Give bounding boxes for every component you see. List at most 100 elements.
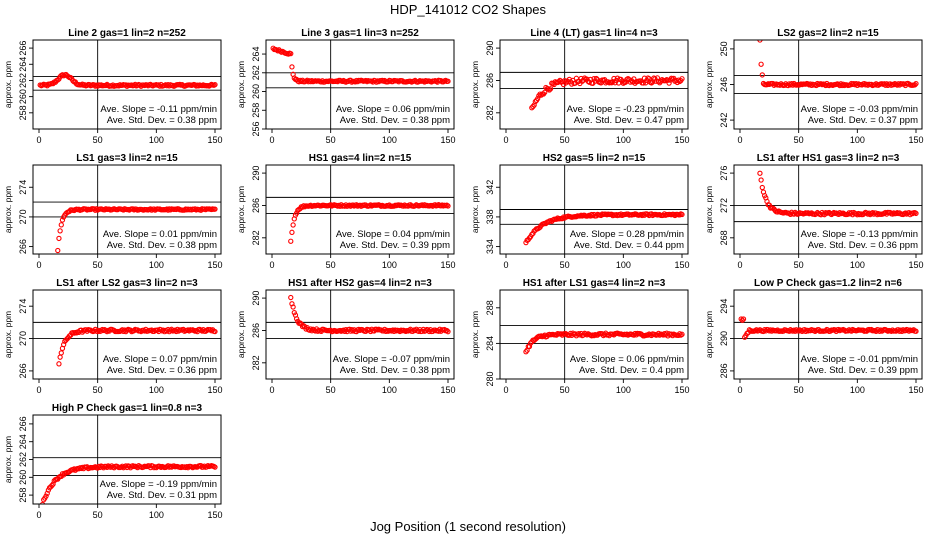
data-point <box>432 202 438 208</box>
x-tick-label: 100 <box>149 260 164 270</box>
chart-panel: Line 2 gas=1 lin=2 n=252 approx. ppm 0 50 10… <box>3 28 223 145</box>
y-tick-label: 250 <box>719 41 729 56</box>
data-point <box>55 77 61 83</box>
x-tick-label: 0 <box>503 135 508 145</box>
data-point <box>807 328 814 334</box>
x-tick-label: 150 <box>207 385 222 395</box>
data-point <box>837 210 843 216</box>
data-point <box>212 328 218 335</box>
y-tick-label: 282 <box>251 230 261 245</box>
slope-annotation: Ave. Slope = -0.23 ppm/min <box>567 104 684 115</box>
data-point <box>443 77 449 84</box>
y-tick-label: 274 <box>18 180 28 195</box>
x-tick-label: 100 <box>382 385 397 395</box>
data-point <box>570 330 576 336</box>
data-point <box>55 247 61 254</box>
y-tick-label: 266 <box>18 239 28 254</box>
data-point <box>59 217 66 223</box>
plot-frame <box>32 39 222 130</box>
data-point <box>212 464 218 470</box>
data-point <box>590 213 596 219</box>
slope-annotation: Ave. Slope = -0.13 ppm/min <box>801 229 918 240</box>
std-dev-annotation: Ave. Std. Dev. = 0.38 ppm <box>340 115 450 126</box>
data-point <box>584 332 590 338</box>
data-point <box>293 210 300 216</box>
data-point <box>845 328 851 334</box>
y-tick-label: 242 <box>719 113 729 128</box>
x-tick-label: 150 <box>908 260 923 270</box>
x-tick-label: 50 <box>93 385 103 395</box>
data-point <box>167 207 174 213</box>
data-point <box>79 464 86 471</box>
std-dev-annotation: Ave. Std. Dev. = 0.38 ppm <box>107 115 217 126</box>
plot-frame <box>265 164 455 255</box>
panel-title: HS1 after HS2 gas=4 lin=2 n=3 <box>288 278 432 289</box>
data-point <box>839 82 845 89</box>
data-points <box>56 326 218 367</box>
data-points <box>55 206 218 254</box>
data-point <box>297 320 303 326</box>
x-tick-label: 50 <box>326 260 336 270</box>
data-point <box>353 202 360 208</box>
y-axis-label: approx. ppm <box>236 186 246 233</box>
data-point <box>666 80 672 86</box>
data-points <box>37 71 218 89</box>
data-point <box>104 328 110 335</box>
data-point <box>350 328 356 334</box>
data-point <box>350 202 356 208</box>
data-point <box>290 222 296 228</box>
data-point <box>116 83 122 89</box>
plot-frame <box>733 289 923 380</box>
data-points <box>523 330 685 355</box>
data-points <box>757 170 919 218</box>
data-point <box>739 317 745 323</box>
data-point <box>913 328 919 334</box>
chart-panel: HS1 gas=4 lin=2 n=15 approx. ppm 0 50 100 150… <box>236 153 456 270</box>
x-tick-label: 0 <box>269 135 274 145</box>
data-point <box>840 81 846 87</box>
y-tick-label: 270 <box>18 331 28 346</box>
data-point <box>547 86 554 92</box>
x-tick-label: 50 <box>93 510 103 520</box>
data-point <box>166 206 172 212</box>
data-point <box>444 327 450 334</box>
x-tick-label: 150 <box>207 510 222 520</box>
plot-frame <box>32 289 222 380</box>
y-tick-label: 258 <box>18 105 28 120</box>
data-point <box>640 80 646 86</box>
data-point <box>868 81 875 88</box>
data-points <box>529 75 685 111</box>
data-point <box>905 327 911 333</box>
data-point <box>58 350 64 356</box>
x-tick-label: 100 <box>149 385 164 395</box>
data-point <box>902 210 909 216</box>
data-point <box>758 177 764 183</box>
std-dev-annotation: Ave. Std. Dev. = 0.39 ppm <box>808 365 918 376</box>
std-dev-annotation: Ave. Std. Dev. = 0.31 ppm <box>107 490 217 501</box>
x-tick-label: 50 <box>794 135 804 145</box>
y-tick-label: 342 <box>485 180 495 195</box>
chart-panel: Low P Check gas=1.2 lin=2 n=6 approx. ppm… <box>704 278 924 395</box>
std-dev-annotation: Ave. Std. Dev. = 0.36 ppm <box>107 365 217 376</box>
data-point <box>308 202 314 208</box>
y-axis-label: approx. ppm <box>3 61 13 108</box>
data-point <box>58 222 64 228</box>
std-dev-annotation: Ave. Std. Dev. = 0.4 ppm <box>579 365 684 376</box>
chart-panel: HS1 after HS2 gas=4 lin=2 n=3 approx. ppm… <box>236 278 456 395</box>
y-axis-label: approx. ppm <box>704 61 714 108</box>
slope-annotation: Ave. Slope = 0.01 ppm/min <box>103 229 217 240</box>
y-tick-label: 286 <box>251 198 261 213</box>
y-tick-label: 282 <box>251 355 261 370</box>
data-point <box>43 493 49 499</box>
data-point <box>445 329 451 335</box>
x-tick-label: 50 <box>326 385 336 395</box>
y-axis-label: approx. ppm <box>470 186 480 233</box>
y-tick-label: 246 <box>719 77 729 92</box>
panel-title: HS1 gas=4 lin=2 n=15 <box>309 153 412 164</box>
y-tick-label: 290 <box>251 291 261 306</box>
slope-annotation: Ave. Slope = 0.06 ppm/min <box>570 354 684 365</box>
x-tick-label: 0 <box>269 260 274 270</box>
panel-title: LS1 after HS1 gas=3 lin=2 n=3 <box>757 153 900 164</box>
y-tick-label: 260 <box>18 89 28 104</box>
x-tick-label: 100 <box>149 510 164 520</box>
